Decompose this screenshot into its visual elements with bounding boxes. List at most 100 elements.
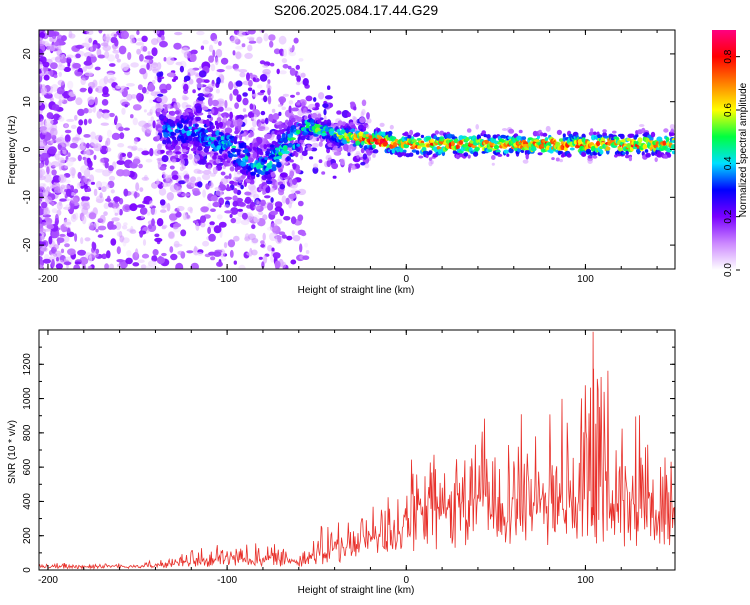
spectrogram-cell	[126, 250, 132, 257]
spectrogram-cell	[107, 221, 114, 230]
spectrogram-cell	[430, 138, 435, 144]
spectrogram-cell	[120, 30, 129, 40]
spectrogram-cell	[337, 120, 343, 126]
spectrogram-cell	[186, 130, 191, 137]
spectrogram-cell	[106, 147, 112, 152]
spectrogram-cell	[167, 72, 174, 78]
spectrogram-cell	[352, 116, 358, 125]
spectrogram-cell	[65, 54, 74, 59]
spectrogram-cell	[220, 113, 227, 117]
spectrogram-cell	[160, 149, 165, 154]
spectrogram-cell	[302, 78, 309, 86]
spectrogram-cell	[294, 152, 299, 158]
spectrogram-cell	[252, 119, 257, 128]
spectrogram-cell	[246, 152, 251, 157]
spectrogram-cell	[250, 171, 256, 176]
spectrogram-cell	[156, 256, 165, 264]
spectrogram-cell	[97, 225, 107, 231]
spectrogram-cell	[83, 149, 91, 158]
spectrogram-cell	[113, 207, 117, 214]
spectrogram-cell	[190, 176, 197, 183]
spectrogram-cell	[39, 31, 46, 39]
spectrogram-cell	[278, 96, 287, 104]
spectrogram-cell	[544, 137, 549, 142]
spectrogram-cell	[67, 152, 71, 157]
spectrogram-cell	[292, 235, 301, 242]
spectrogram-cell	[190, 262, 199, 269]
spectrogram-cell	[292, 178, 298, 186]
spectrogram-cell	[318, 141, 323, 147]
spectrogram-cell	[288, 193, 297, 199]
spectrogram-cell	[167, 143, 172, 147]
spectrogram-cell	[278, 35, 287, 45]
spectrogram-cell	[69, 185, 75, 192]
spectrogram-cell	[637, 137, 643, 143]
spectrogram-cell	[98, 30, 103, 34]
spectrogram-cell	[163, 57, 167, 62]
spectrogram-cell	[415, 150, 420, 155]
spectrogram-cell	[230, 207, 239, 215]
spectrogram-cell	[251, 175, 256, 180]
spectrogram-cell	[262, 68, 271, 75]
spectrogram-cell	[656, 150, 663, 157]
spectrogram-cell	[282, 64, 289, 69]
spectrogram-cell	[135, 182, 140, 192]
spectrogram-cell	[80, 77, 86, 86]
spectrogram-cell	[195, 105, 203, 114]
spectrogram-cell	[113, 196, 121, 203]
spectrogram-cell	[363, 131, 369, 135]
spectrogram-cell	[39, 223, 44, 233]
spectrogram-cell	[115, 84, 122, 89]
spectrogram-cell	[181, 94, 188, 101]
spectrogram-cell	[336, 110, 342, 115]
spectrogram-cell	[127, 145, 133, 149]
spectrogram-cell	[83, 176, 88, 183]
spectrogram-cell	[190, 116, 194, 121]
spectrogram-cell	[372, 149, 379, 154]
spectrogram-cell	[421, 147, 427, 151]
spectrogram-cell	[399, 147, 404, 153]
spectrogram-cell	[246, 36, 255, 40]
spectrogram-cell	[173, 42, 182, 50]
spectrogram-cell	[269, 40, 274, 48]
spectrogram-cell	[323, 119, 328, 125]
spectrogram-cell	[216, 69, 225, 73]
spectrogram-cell	[247, 215, 253, 221]
spectrogram-cell	[132, 104, 142, 111]
spectrogram-cell	[492, 134, 498, 139]
spectrogram-cell	[283, 216, 291, 221]
spectrogram-cell	[180, 229, 187, 237]
spectrogram-cell	[215, 130, 221, 136]
spectrogram-cell	[161, 252, 167, 257]
spectrogram-cell	[132, 262, 140, 267]
spectrogram-cell	[318, 159, 323, 164]
spectrogram-y-tick-label: 10	[22, 96, 33, 108]
spectrogram-cell	[667, 153, 672, 158]
spectrogram-cell	[663, 128, 669, 133]
spectrogram-cell	[41, 221, 50, 225]
spectrogram-cell	[465, 137, 470, 141]
spectrogram-cell	[58, 174, 67, 183]
spectrogram-cell	[282, 125, 288, 129]
spectrogram-cell	[253, 205, 261, 210]
spectrogram-cell	[151, 47, 158, 57]
spectrogram-cell	[372, 153, 376, 158]
spectrogram-cell	[258, 256, 263, 260]
spectrogram-cell	[55, 263, 63, 269]
spectrogram-cell	[90, 46, 93, 52]
spectrogram-cell	[169, 165, 175, 170]
spectrogram-cell	[220, 178, 228, 185]
spectrogram-cell	[617, 147, 624, 152]
spectrogram-cell	[174, 110, 180, 115]
spectrogram-cell	[278, 231, 286, 236]
spectrogram-cell	[139, 54, 144, 62]
spectrogram-cell	[364, 163, 370, 169]
spectrogram-cell	[240, 184, 244, 190]
spectrogram-cell	[286, 235, 293, 241]
spectrogram-cell	[269, 154, 276, 158]
spectrogram-cell	[223, 204, 230, 208]
spectrogram-cell	[42, 228, 52, 232]
spectrogram-cell	[237, 208, 243, 212]
spectrogram-cell	[136, 30, 140, 36]
spectrogram-cell	[361, 141, 365, 146]
